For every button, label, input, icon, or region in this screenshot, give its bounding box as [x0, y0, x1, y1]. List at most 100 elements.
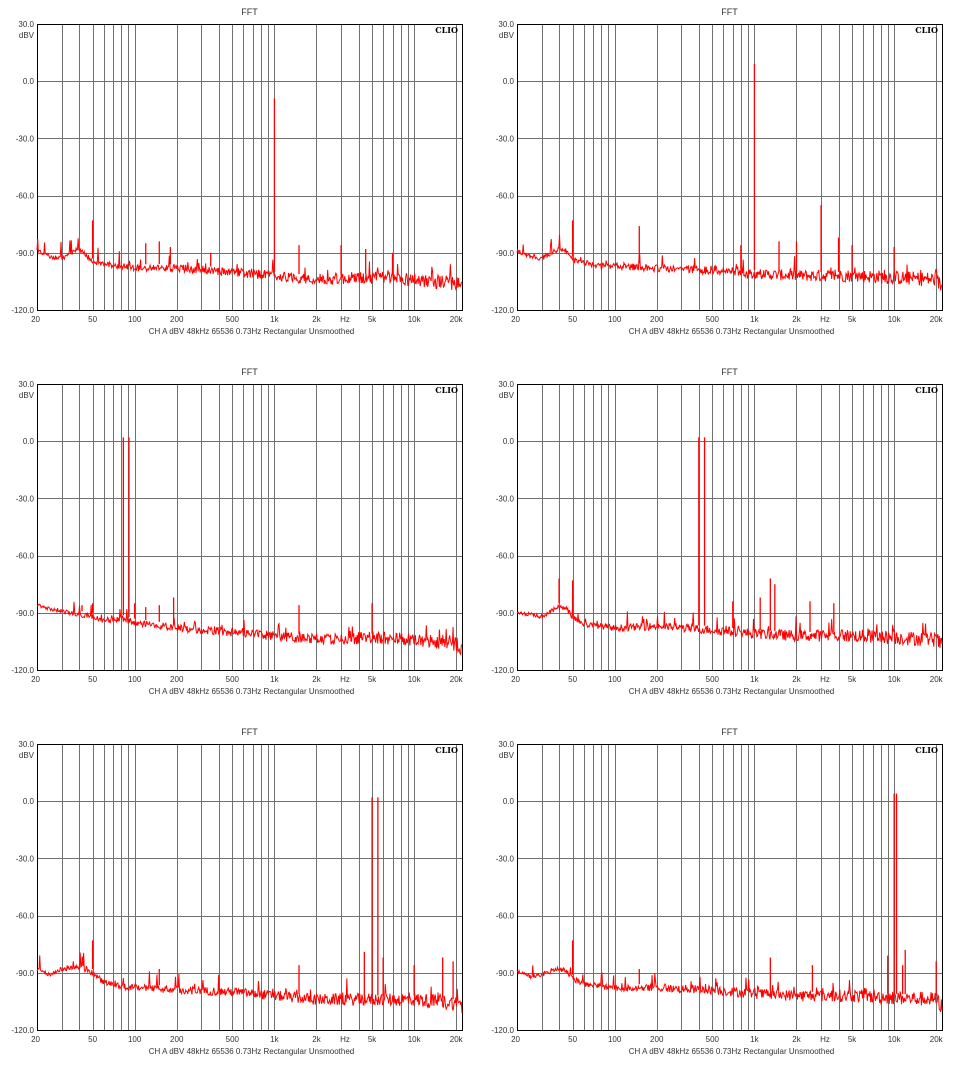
x-tick-label: 10k [408, 1035, 422, 1044]
x-tick-label: 100 [128, 1035, 142, 1044]
chart-title: FFT [241, 367, 258, 377]
x-tick-label: 10k [408, 315, 422, 324]
x-tick-label: 200 [650, 315, 664, 324]
x-tick-label: 20 [31, 315, 40, 324]
x-tick-label: 200 [170, 1035, 184, 1044]
x-tick-label: 20 [31, 1035, 40, 1044]
chart-title: FFT [721, 7, 738, 17]
y-tick-label: -30.0 [496, 854, 515, 863]
y-tick-label: -120.0 [11, 1026, 34, 1035]
x-tick-label: 1k [270, 675, 279, 684]
x-tick-label: 20 [31, 675, 40, 684]
y-axis-label: dBV [19, 391, 35, 400]
y-tick-label: 0.0 [23, 77, 35, 86]
x-tick-label: 500 [226, 675, 240, 684]
brand-label: CLIO [915, 745, 938, 755]
plot-frame [517, 384, 943, 671]
x-tick-label: 50 [88, 1035, 97, 1044]
fft-chart-panel: FFT 30.0 0.0 -30.0 -60.0 -90.0 -120.0 dBV 20 50 10… [480, 360, 960, 720]
y-tick-label: -30.0 [16, 494, 35, 503]
fft-chart-panel: FFT 30.0 0.0 -30.0 -60.0 -90.0 -120.0 dBV 20 50 10… [0, 720, 480, 1080]
x-tick-label: 500 [706, 675, 720, 684]
plot-area [517, 24, 942, 310]
plot-area [37, 384, 462, 670]
chart-footer: CH A dBV 48kHz 65536 0.73Hz Rectangular … [149, 687, 354, 696]
fft-chart: FFT 30.0 0.0 -30.0 -60.0 -90.0 -120.0 dBV 20 50 10… [11, 367, 463, 696]
x-tick-label: 50 [568, 315, 577, 324]
x-tick-label: 20k [930, 315, 944, 324]
y-axis-label: dBV [499, 751, 515, 760]
y-tick-label: -90.0 [496, 969, 515, 978]
fft-chart: FFT 30.0 0.0 -30.0 -60.0 -90.0 -120.0 dBV 20 50 10… [11, 7, 464, 336]
x-tick-label: 2k [792, 675, 801, 684]
y-tick-label: -30.0 [496, 494, 515, 503]
plot-area [517, 744, 942, 1030]
chart-footer: CH A dBV 48kHz 65536 0.73Hz Rectangular … [629, 687, 834, 696]
y-tick-label: -60.0 [16, 912, 35, 921]
y-tick-label: 0.0 [503, 437, 515, 446]
y-tick-label: 30.0 [498, 740, 514, 749]
x-tick-label: 5k [848, 1035, 857, 1044]
x-tick-label: 5k [848, 675, 857, 684]
x-tick-label: 100 [608, 675, 622, 684]
chart-footer: CH A dBV 48kHz 65536 0.73Hz Rectangular … [149, 327, 354, 336]
x-tick-label: 5k [368, 1035, 377, 1044]
brand-label: CLIO [435, 25, 458, 35]
fft-chart: FFT 30.0 0.0 -30.0 -60.0 -90.0 -120.0 dBV 20 50 10… [11, 727, 463, 1056]
x-tick-label: 10k [888, 1035, 902, 1044]
y-tick-label: -90.0 [16, 609, 35, 618]
grid [517, 384, 942, 671]
x-tick-label: 10k [888, 315, 902, 324]
plot-frame [37, 384, 463, 671]
x-tick-label: 500 [706, 1035, 720, 1044]
y-tick-label: -60.0 [16, 192, 35, 201]
x-tick-label: 50 [568, 675, 577, 684]
x-tick-label: 1k [270, 1035, 279, 1044]
chart-footer: CH A dBV 48kHz 65536 0.73Hz Rectangular … [629, 1047, 834, 1056]
y-tick-label: 0.0 [23, 437, 35, 446]
y-tick-label: -90.0 [16, 249, 35, 258]
grid [517, 744, 942, 1031]
x-tick-label: 5k [368, 315, 377, 324]
noise-floor-trace [36, 238, 463, 291]
x-tick-label: 5k [368, 675, 377, 684]
y-tick-label: -60.0 [496, 192, 515, 201]
x-tick-label: 5k [848, 315, 857, 324]
x-axis-label: Hz [820, 675, 830, 684]
x-tick-label: 200 [170, 675, 184, 684]
x-tick-label: 100 [128, 315, 142, 324]
plot-frame [517, 24, 943, 311]
y-tick-label: 30.0 [18, 380, 34, 389]
x-tick-label: 100 [608, 315, 622, 324]
x-tick-label: 1k [750, 1035, 759, 1044]
x-tick-label: 1k [750, 675, 759, 684]
fft-chart: FFT 30.0 0.0 -30.0 -60.0 -90.0 -120.0 dBV 20 50 10… [491, 367, 943, 696]
fft-chart: FFT 30.0 0.0 -30.0 -60.0 -90.0 -120.0 dBV 20 50 10… [491, 7, 944, 336]
brand-label: CLIO [435, 745, 458, 755]
x-tick-label: 20k [930, 1035, 944, 1044]
y-axis-label: dBV [19, 751, 35, 760]
y-tick-label: 0.0 [503, 797, 515, 806]
x-tick-label: 2k [312, 1035, 321, 1044]
x-tick-label: 1k [750, 315, 759, 324]
y-tick-label: -120.0 [11, 306, 34, 315]
fft-chart: FFT 30.0 0.0 -30.0 -60.0 -90.0 -120.0 dBV 20 50 10… [491, 727, 944, 1056]
brand-label: CLIO [915, 25, 938, 35]
x-tick-label: 20k [450, 315, 464, 324]
y-axis-label: dBV [19, 31, 35, 40]
fft-chart-panel: FFT 30.0 0.0 -30.0 -60.0 -90.0 -120.0 dBV 20 50 10… [480, 0, 960, 360]
x-axis-label: Hz [340, 675, 350, 684]
y-tick-label: 30.0 [18, 740, 34, 749]
fft-chart-panel: FFT 30.0 0.0 -30.0 -60.0 -90.0 -120.0 dBV 20 50 10… [0, 360, 480, 720]
x-tick-label: 50 [88, 315, 97, 324]
y-tick-label: -90.0 [496, 609, 515, 618]
y-tick-label: 30.0 [498, 380, 514, 389]
x-tick-label: 50 [568, 1035, 577, 1044]
x-tick-label: 500 [226, 315, 240, 324]
y-tick-label: 0.0 [503, 77, 515, 86]
plot-frame [37, 744, 463, 1031]
x-tick-label: 1k [270, 315, 279, 324]
x-tick-label: 20 [511, 1035, 520, 1044]
x-tick-label: 200 [650, 1035, 664, 1044]
